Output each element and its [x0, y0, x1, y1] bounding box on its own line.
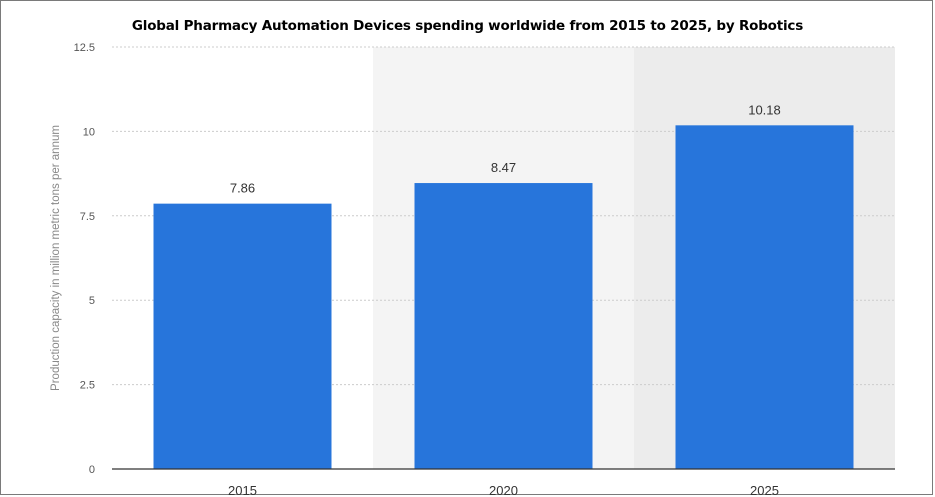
y-axis-label: Production capacity in million metric to… — [50, 125, 62, 391]
y-tick-label: 0 — [89, 464, 95, 476]
bar-2015[interactable] — [153, 203, 332, 469]
data-label-2025: 10.18 — [748, 102, 781, 117]
y-tick-label: 7.5 — [80, 211, 95, 223]
x-tick-label-2025: 2025 — [750, 483, 779, 497]
y-tick-label: 5 — [89, 295, 95, 307]
data-label-2015: 7.86 — [230, 181, 255, 196]
bar-2020[interactable] — [414, 183, 593, 469]
y-tick-label: 12.5 — [74, 42, 95, 54]
x-tick-label-2015: 2015 — [228, 483, 257, 497]
y-tick-label: 10 — [83, 126, 95, 138]
data-label-2020: 8.47 — [491, 160, 516, 175]
y-tick-label: 2.5 — [80, 380, 95, 392]
x-tick-label-2020: 2020 — [489, 483, 518, 497]
bar-2025[interactable] — [675, 125, 854, 470]
chart-title: Global Pharmacy Automation Devices spend… — [131, 18, 804, 34]
